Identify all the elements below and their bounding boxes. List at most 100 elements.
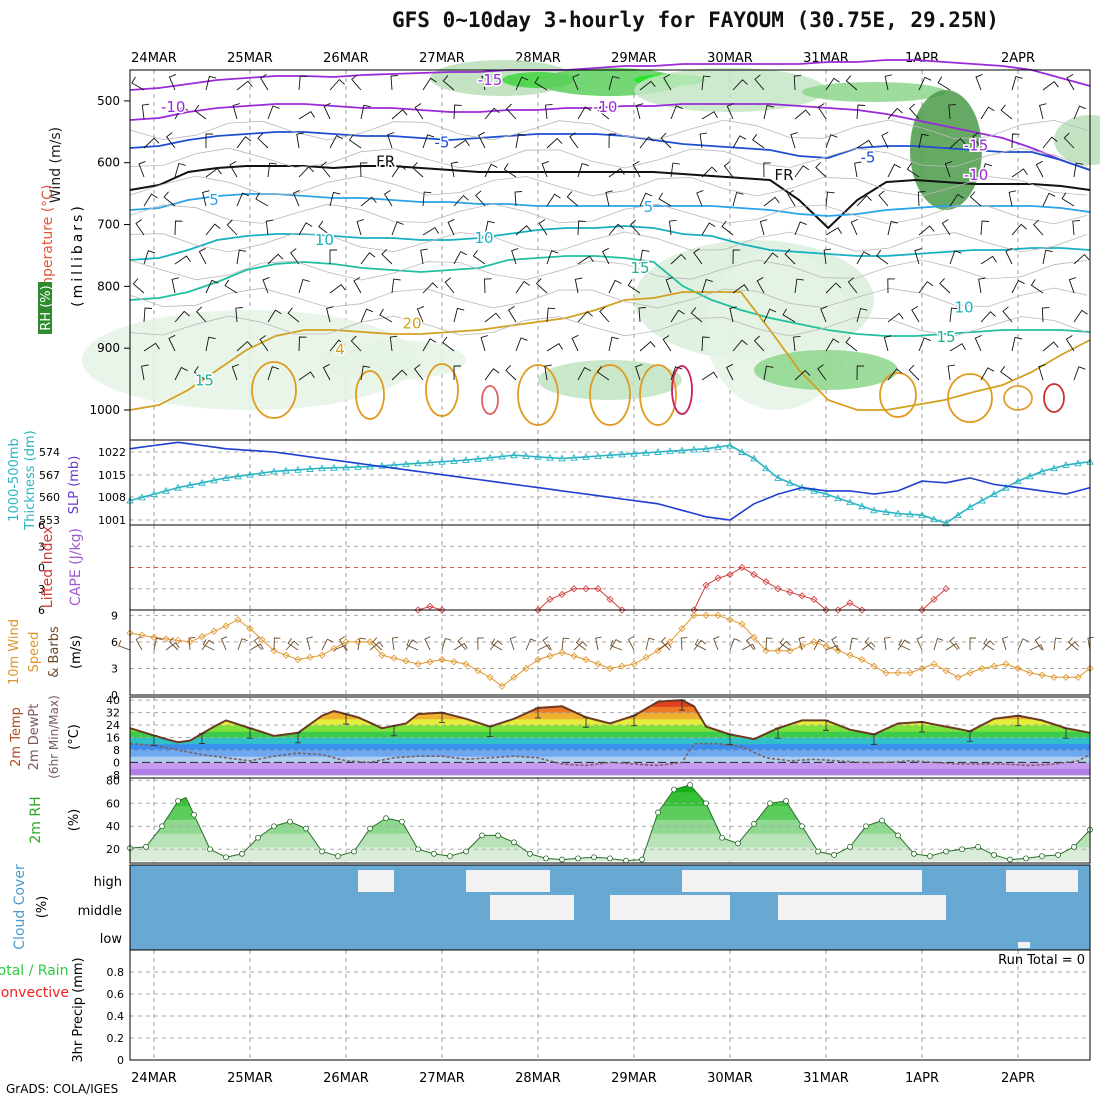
temp-band	[130, 768, 1090, 776]
wind-barb	[941, 219, 951, 236]
thickness-marker	[870, 506, 878, 514]
wind-barb-10m	[575, 637, 587, 651]
wind-barb	[1063, 132, 1075, 149]
wind-barb	[546, 342, 563, 352]
li-marker	[546, 595, 554, 603]
wind-barb	[1000, 104, 1013, 120]
wind-barb	[794, 278, 804, 294]
wind-barb	[515, 76, 529, 91]
isotherm-line	[129, 59, 1091, 91]
thickness-marker	[918, 511, 926, 519]
wind-barb	[669, 219, 677, 236]
wind-barb-10m	[898, 639, 911, 651]
li-marker	[942, 585, 950, 593]
wind-barb	[878, 190, 889, 207]
time-label-bottom: 28MAR	[515, 1071, 561, 1086]
wind-barb	[1073, 162, 1084, 178]
wind-barb	[918, 337, 931, 352]
thickness-marker	[522, 452, 530, 459]
wind-barb	[511, 248, 519, 265]
wind-barb-10m	[864, 637, 875, 651]
wind-barb	[911, 306, 920, 323]
wind-barb	[360, 196, 377, 207]
wind-barb	[948, 104, 956, 120]
wind-barb	[732, 79, 748, 91]
wind-barb	[701, 371, 718, 381]
series-line	[129, 444, 1091, 525]
li-line	[537, 588, 623, 611]
wind-speed-marker	[570, 652, 578, 660]
wind-barb	[131, 76, 145, 91]
thickness-marker	[894, 509, 902, 517]
wind-barb-10m	[1017, 638, 1029, 651]
wind-barb-10m	[1029, 644, 1044, 651]
wind-barb	[670, 105, 683, 120]
wind-barb	[515, 225, 532, 236]
wind-speed-marker	[1074, 673, 1082, 681]
cloud-block	[358, 870, 394, 892]
wind-barb-10m	[729, 638, 740, 651]
wind-speed-marker	[666, 638, 674, 646]
wind-barb	[856, 365, 865, 381]
wind-barb-10m	[321, 638, 333, 651]
wind-barb	[422, 282, 439, 294]
time-label-bottom: 2APR	[1001, 1071, 1035, 1086]
wind-barb	[265, 219, 274, 236]
wind-barb	[1005, 247, 1013, 265]
wind-speed-marker	[522, 664, 530, 673]
wind-barb	[143, 342, 160, 352]
wind-speed-marker	[966, 669, 974, 677]
wind-barb	[608, 168, 625, 178]
time-label-bottom: 29MAR	[611, 1071, 657, 1086]
wind-barb	[329, 134, 344, 149]
temp-axis-label-3: (6hr Min/Max)	[47, 695, 61, 779]
wind-barb	[887, 163, 901, 178]
wind-barb	[442, 75, 455, 91]
thickness-marker	[978, 496, 986, 504]
wind-barb	[444, 277, 455, 294]
slp-axis-label: SLP (mb)	[67, 456, 82, 515]
wind-barb-10m	[457, 636, 467, 651]
wind-barb-10m	[969, 637, 976, 650]
wind-barb	[546, 307, 556, 323]
isotherm-line	[129, 131, 1091, 171]
wind-barb	[484, 107, 500, 120]
wind-barb	[205, 223, 221, 236]
wind-barb	[980, 255, 997, 265]
thickness-marker	[186, 481, 194, 489]
rh-marker	[511, 839, 517, 846]
wind-speed-marker	[174, 636, 182, 644]
rh-contour	[129, 119, 1088, 141]
wind-barb	[1035, 160, 1044, 178]
wind-barb-10m	[405, 639, 418, 651]
wind-barb	[1011, 336, 1023, 352]
thickness-marker	[366, 462, 374, 470]
temp-line	[129, 699, 1091, 744]
wind-barb	[174, 366, 188, 381]
wind-barb	[782, 308, 796, 323]
thickness-marker	[714, 443, 722, 451]
rh-marker	[399, 818, 405, 825]
temp-band	[130, 700, 1090, 707]
wind-barb	[174, 162, 186, 178]
wind-speed-marker	[498, 682, 506, 690]
temp-minmax-bar	[823, 719, 829, 731]
wind-barb	[141, 103, 150, 120]
wind-speed-marker	[306, 653, 314, 661]
thickness-marker	[882, 507, 890, 515]
wind-barb	[171, 277, 179, 294]
wind-barb	[174, 255, 191, 265]
footer-credit: GrADS: COLA/IGES	[6, 1082, 119, 1096]
thickness-marker	[210, 476, 218, 484]
wind-speed-marker	[822, 642, 830, 650]
isotherm-closed	[1043, 383, 1065, 413]
wind-barb	[267, 162, 277, 178]
wind-barb	[389, 335, 398, 352]
isotherm-closed	[671, 365, 693, 415]
thickness-marker	[942, 519, 950, 527]
wind-speed-marker	[702, 611, 710, 619]
li-marker	[786, 588, 794, 596]
wind-barb	[236, 192, 250, 207]
wind-barb	[1042, 192, 1056, 207]
thickness-marker	[162, 486, 170, 494]
